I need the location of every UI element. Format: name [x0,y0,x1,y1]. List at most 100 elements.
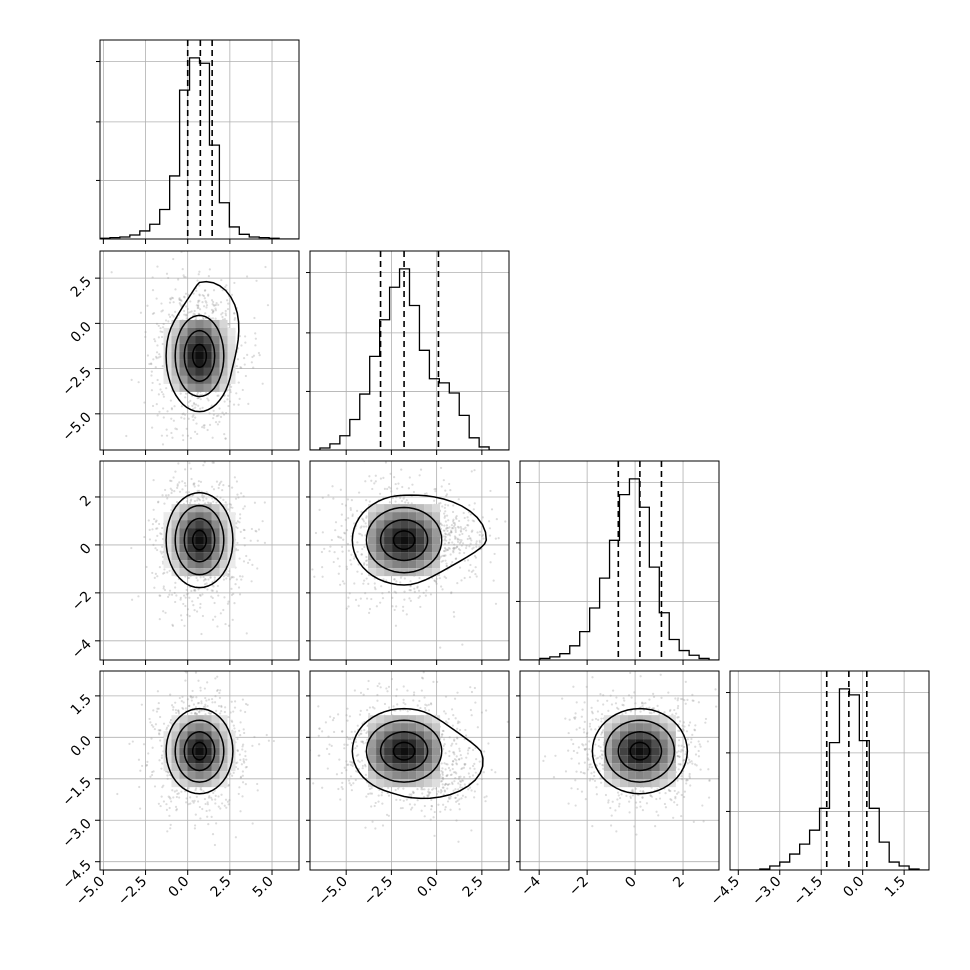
density-cell [203,343,212,352]
scatter-point [244,374,247,378]
scatter-point [327,735,330,738]
scatter-point [146,354,150,357]
density-cell [416,528,425,537]
scatter-point [485,709,488,712]
scatter-point [473,469,476,472]
scatter-point [432,816,435,819]
density-cell [376,552,385,561]
scatter-point [205,497,208,500]
scatter-point [224,314,228,317]
x-tick-label: 0.0 [165,874,192,901]
density-cell [219,512,228,521]
scatter-point [459,525,462,529]
scatter-point [449,797,452,800]
scatter-point [236,749,239,752]
scatter-point [190,696,193,699]
scatter-point [440,790,443,793]
scatter-point [458,758,461,761]
scatter-point [222,578,226,581]
scatter-point [318,754,321,757]
scatter-point [161,326,165,329]
scatter-point [137,758,141,761]
scatter-point [231,575,234,578]
scatter-point [452,714,455,717]
scatter-point [396,703,399,706]
scatter-point [159,715,162,719]
scatter-point [160,795,163,798]
scatter-point [399,709,402,712]
scatter-point [472,508,475,511]
scatter-point [185,588,188,592]
scatter-point [173,591,176,595]
scatter-point [153,586,156,589]
scatter-point [454,537,457,540]
density-cell [424,528,433,537]
scatter-point [155,527,158,530]
scatter-point [239,366,242,369]
scatter-point [255,530,258,533]
histogram-0 [100,57,299,239]
scatter-point [212,413,215,416]
scatter-point [358,734,361,737]
scatter-point [444,576,448,580]
scatter-point [194,813,197,816]
scatter-point [216,423,220,426]
scatter-point [314,531,318,535]
scatter-point [448,797,451,800]
scatter-point [476,531,479,534]
density-cell [179,731,188,740]
scatter-point [196,489,199,492]
scatter-point [364,534,367,537]
scatter-point [353,689,356,692]
scatter-point [222,413,226,416]
scatter-point [457,788,460,791]
scatter-point [223,710,226,714]
scatter-point [445,524,449,527]
scatter-point [452,546,455,550]
density-cell [432,528,441,537]
scatter-point [209,576,212,579]
contour-line [191,529,208,551]
scatter-point [244,335,247,338]
density-cell [179,512,188,521]
density-cell [179,747,188,756]
scatter-point [355,662,357,664]
scatter-point [239,517,242,520]
scatter-point [193,588,196,591]
scatter-point [353,582,356,585]
density-cell [219,383,228,392]
density-cell [171,763,180,772]
scatter-point [466,516,469,519]
scatter-point [184,484,187,487]
scatter-point [351,513,354,516]
scatter-point [406,710,409,713]
scatter-point [216,394,219,397]
scatter-point [253,316,256,320]
scatter-point [364,765,367,768]
scatter-point [472,546,475,549]
scatter-point [450,744,453,747]
scatter-point [160,552,163,555]
scatter-point [158,410,161,413]
scatter-point [180,299,183,303]
density-cell [187,512,196,521]
scatter-point [178,297,181,300]
scatter-point [350,761,353,764]
scatter-point [187,401,190,404]
scatter-point [483,796,486,799]
density-cell [179,568,188,577]
scatter-point [347,779,351,782]
scatter-point [185,314,188,317]
scatter-point [212,409,215,412]
scatter-point [211,596,214,600]
scatter-point [195,403,198,406]
scatter-point [198,312,201,316]
scatter-point [162,585,165,588]
scatter-point [374,474,377,477]
scatter-point [232,592,235,595]
scatter-point [484,800,487,803]
pair-panel-1-0 [110,251,270,446]
scatter-point [204,578,207,581]
scatter-point [401,485,404,489]
scatter-point [208,712,212,715]
